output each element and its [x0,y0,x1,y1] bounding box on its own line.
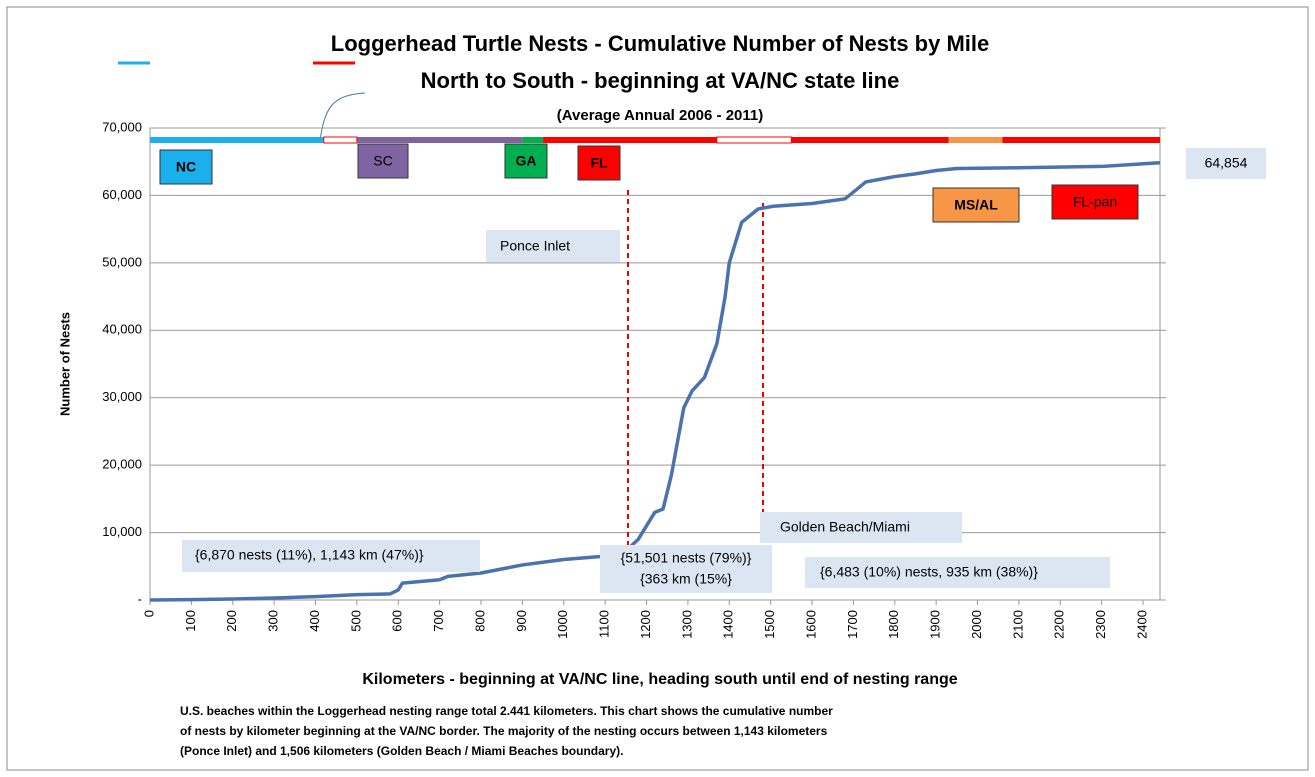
x-tick-label: 2300 [1093,610,1108,639]
x-tick-label: 500 [348,610,363,632]
annotation-box [182,540,480,572]
annotation: {51,501 nests (79%)} [621,550,752,566]
region-box [1051,184,1139,220]
region-label: GA [516,153,537,169]
annotation: Ponce Inlet [500,238,570,254]
region-label: FL-pan [1073,194,1117,210]
x-tick-label: 1000 [555,610,570,639]
x-tick-label: 2400 [1134,610,1149,639]
chart-subtitle: North to South - beginning at VA/NC stat… [421,68,900,93]
y-tick-label: - [138,591,142,606]
annotation-box [486,230,620,262]
x-tick-label: 1900 [928,610,943,639]
x-tick-label: 900 [514,610,529,632]
y-tick-label: 30,000 [102,389,142,404]
x-tick-label: 2200 [1052,610,1067,639]
data-line [149,160,1161,602]
region-gap [323,136,358,144]
y-tick-label: 60,000 [102,187,142,202]
region-label: FL [590,155,608,171]
leader-line [319,92,366,141]
y-tick-label: 70,000 [102,119,142,134]
y-tick-label: 10,000 [102,524,142,539]
y-tick-label: 40,000 [102,322,142,337]
x-tick-label: 1600 [803,610,818,639]
x-tick-label: 1200 [638,610,653,639]
annotation-box [1186,148,1266,179]
annotation-box [600,545,772,593]
x-tick-label: 300 [266,610,281,632]
annotation: {6,483 (10%) nests, 935 km (38%)} [820,564,1038,580]
region-label: MS/AL [954,197,998,213]
x-tick-label: 700 [431,610,446,632]
x-tick-label: 200 [224,610,239,632]
x-tick-label: 1800 [886,610,901,639]
annotation: {363 km (15%} [640,571,732,587]
footnote: of nests by kilometer beginning at the V… [180,724,828,738]
x-tick-label: 1500 [762,610,777,639]
y-axis-label: Number of Nests [57,312,72,416]
region-box [577,145,621,181]
x-tick-label: 1700 [845,610,860,639]
chart-title: Loggerhead Turtle Nests - Cumulative Num… [331,31,990,56]
footnote: (Ponce Inlet) and 1,506 kilometers (Gold… [180,744,623,758]
annotation: 64,854 [1205,155,1248,171]
chart-subtitle: (Average Annual 2006 - 2011) [557,107,763,124]
annotation-box [760,512,962,543]
region-label: NC [176,159,196,175]
region-box [159,149,213,185]
x-axis-label: Kilometers - beginning at VA/NC line, he… [362,671,957,688]
x-tick-label: 1100 [597,610,612,638]
x-tick-label: 2000 [969,610,984,639]
region-box [357,143,409,179]
region-label: SC [373,153,392,169]
annotation: Golden Beach/Miami [780,519,910,535]
y-tick-label: 50,000 [102,254,142,269]
x-tick-label: 2100 [1010,610,1025,639]
annotation-box [805,557,1110,588]
region-gap [716,136,792,144]
annotation: {6,870 nests (11%), 1,143 km (47%)} [195,547,424,563]
region-box [932,187,1020,223]
footnote: U.S. beaches within the Loggerhead nesti… [180,704,833,718]
region-box [504,143,548,179]
x-tick-label: 100 [183,610,198,632]
x-tick-label: 400 [307,610,322,632]
x-tick-label: 1400 [721,610,736,639]
x-tick-label: 800 [472,610,487,632]
x-tick-label: 0 [141,610,156,617]
chart-border [6,6,1309,771]
x-tick-label: 1300 [679,610,694,639]
y-tick-label: 20,000 [102,457,142,472]
x-tick-label: 600 [390,610,405,632]
